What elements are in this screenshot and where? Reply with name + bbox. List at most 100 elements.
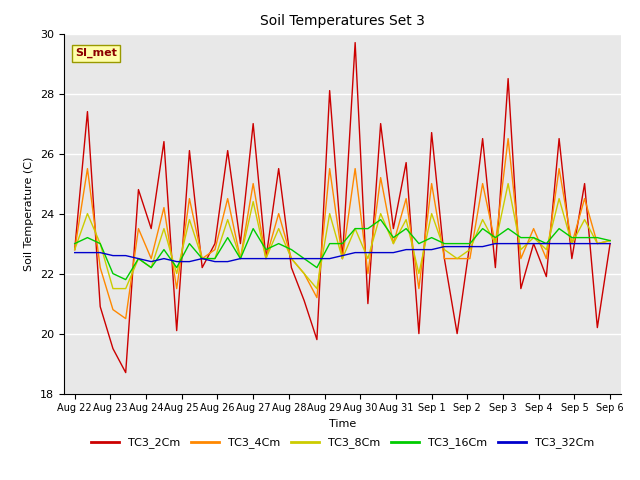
TC3_32Cm	[147, 259, 155, 264]
TC3_16Cm	[593, 235, 601, 240]
TC3_32Cm	[198, 256, 206, 262]
TC3_2Cm	[364, 300, 372, 306]
TC3_32Cm	[364, 250, 372, 255]
TC3_32Cm	[403, 247, 410, 252]
TC3_8Cm	[97, 240, 104, 247]
TC3_4Cm	[593, 240, 601, 247]
TC3_4Cm	[517, 256, 525, 262]
TC3_4Cm	[211, 247, 219, 252]
TC3_8Cm	[160, 226, 168, 231]
TC3_8Cm	[84, 211, 92, 216]
TC3_16Cm	[415, 240, 423, 247]
TC3_2Cm	[453, 331, 461, 336]
TC3_16Cm	[275, 240, 282, 247]
TC3_8Cm	[71, 247, 79, 252]
TC3_32Cm	[134, 256, 142, 262]
TC3_2Cm	[134, 187, 142, 192]
TC3_8Cm	[173, 271, 180, 276]
TC3_4Cm	[173, 286, 180, 291]
TC3_8Cm	[122, 286, 129, 291]
TC3_32Cm	[428, 247, 435, 252]
TC3_32Cm	[211, 259, 219, 264]
TC3_16Cm	[211, 256, 219, 262]
TC3_4Cm	[300, 271, 308, 276]
TC3_8Cm	[479, 216, 486, 222]
TC3_16Cm	[71, 240, 79, 247]
TC3_4Cm	[543, 256, 550, 262]
TC3_8Cm	[377, 211, 385, 216]
TC3_8Cm	[300, 271, 308, 276]
TC3_16Cm	[390, 235, 397, 240]
TC3_2Cm	[556, 136, 563, 142]
X-axis label: Time: Time	[329, 419, 356, 429]
TC3_32Cm	[504, 240, 512, 247]
TC3_16Cm	[517, 235, 525, 240]
TC3_8Cm	[211, 256, 219, 262]
TC3_8Cm	[224, 216, 232, 222]
TC3_8Cm	[313, 286, 321, 291]
TC3_32Cm	[543, 240, 550, 247]
TC3_2Cm	[211, 240, 219, 247]
TC3_2Cm	[568, 256, 576, 262]
TC3_4Cm	[160, 204, 168, 210]
TC3_16Cm	[606, 238, 614, 243]
TC3_2Cm	[466, 240, 474, 247]
TC3_16Cm	[134, 256, 142, 262]
TC3_32Cm	[250, 256, 257, 262]
TC3_8Cm	[440, 247, 448, 252]
TC3_32Cm	[287, 256, 295, 262]
TC3_32Cm	[173, 259, 180, 264]
TC3_2Cm	[287, 264, 295, 270]
TC3_8Cm	[403, 216, 410, 222]
Line: TC3_16Cm: TC3_16Cm	[75, 219, 610, 279]
TC3_4Cm	[198, 256, 206, 262]
TC3_8Cm	[262, 256, 269, 262]
TC3_4Cm	[440, 256, 448, 262]
TC3_32Cm	[313, 256, 321, 262]
TC3_16Cm	[339, 240, 346, 247]
TC3_8Cm	[428, 211, 435, 216]
TC3_2Cm	[428, 130, 435, 135]
TC3_32Cm	[122, 252, 129, 258]
TC3_32Cm	[237, 256, 244, 262]
TC3_2Cm	[377, 120, 385, 126]
TC3_16Cm	[580, 235, 588, 240]
TC3_8Cm	[237, 256, 244, 262]
TC3_16Cm	[287, 247, 295, 252]
TC3_32Cm	[326, 256, 333, 262]
TC3_4Cm	[224, 196, 232, 202]
TC3_2Cm	[97, 304, 104, 310]
TC3_16Cm	[530, 235, 538, 240]
TC3_16Cm	[440, 240, 448, 247]
TC3_32Cm	[262, 256, 269, 262]
Line: TC3_32Cm: TC3_32Cm	[75, 243, 610, 262]
TC3_8Cm	[556, 196, 563, 202]
TC3_16Cm	[543, 240, 550, 247]
TC3_16Cm	[97, 240, 104, 247]
TC3_4Cm	[351, 166, 359, 171]
TC3_4Cm	[415, 286, 423, 291]
TC3_2Cm	[530, 240, 538, 247]
TC3_4Cm	[109, 307, 116, 312]
TC3_2Cm	[313, 336, 321, 342]
TC3_8Cm	[109, 286, 116, 291]
TC3_8Cm	[530, 235, 538, 240]
TC3_4Cm	[237, 256, 244, 262]
Title: Soil Temperatures Set 3: Soil Temperatures Set 3	[260, 14, 425, 28]
TC3_4Cm	[84, 166, 92, 171]
TC3_8Cm	[250, 199, 257, 204]
TC3_4Cm	[364, 271, 372, 276]
TC3_16Cm	[466, 240, 474, 247]
TC3_32Cm	[351, 250, 359, 255]
TC3_16Cm	[237, 256, 244, 262]
TC3_2Cm	[517, 286, 525, 291]
TC3_8Cm	[287, 256, 295, 262]
TC3_4Cm	[556, 166, 563, 171]
TC3_32Cm	[593, 240, 601, 247]
TC3_32Cm	[517, 240, 525, 247]
TC3_32Cm	[415, 247, 423, 252]
TC3_8Cm	[517, 247, 525, 252]
TC3_4Cm	[339, 256, 346, 262]
TC3_32Cm	[440, 244, 448, 250]
TC3_32Cm	[109, 252, 116, 258]
